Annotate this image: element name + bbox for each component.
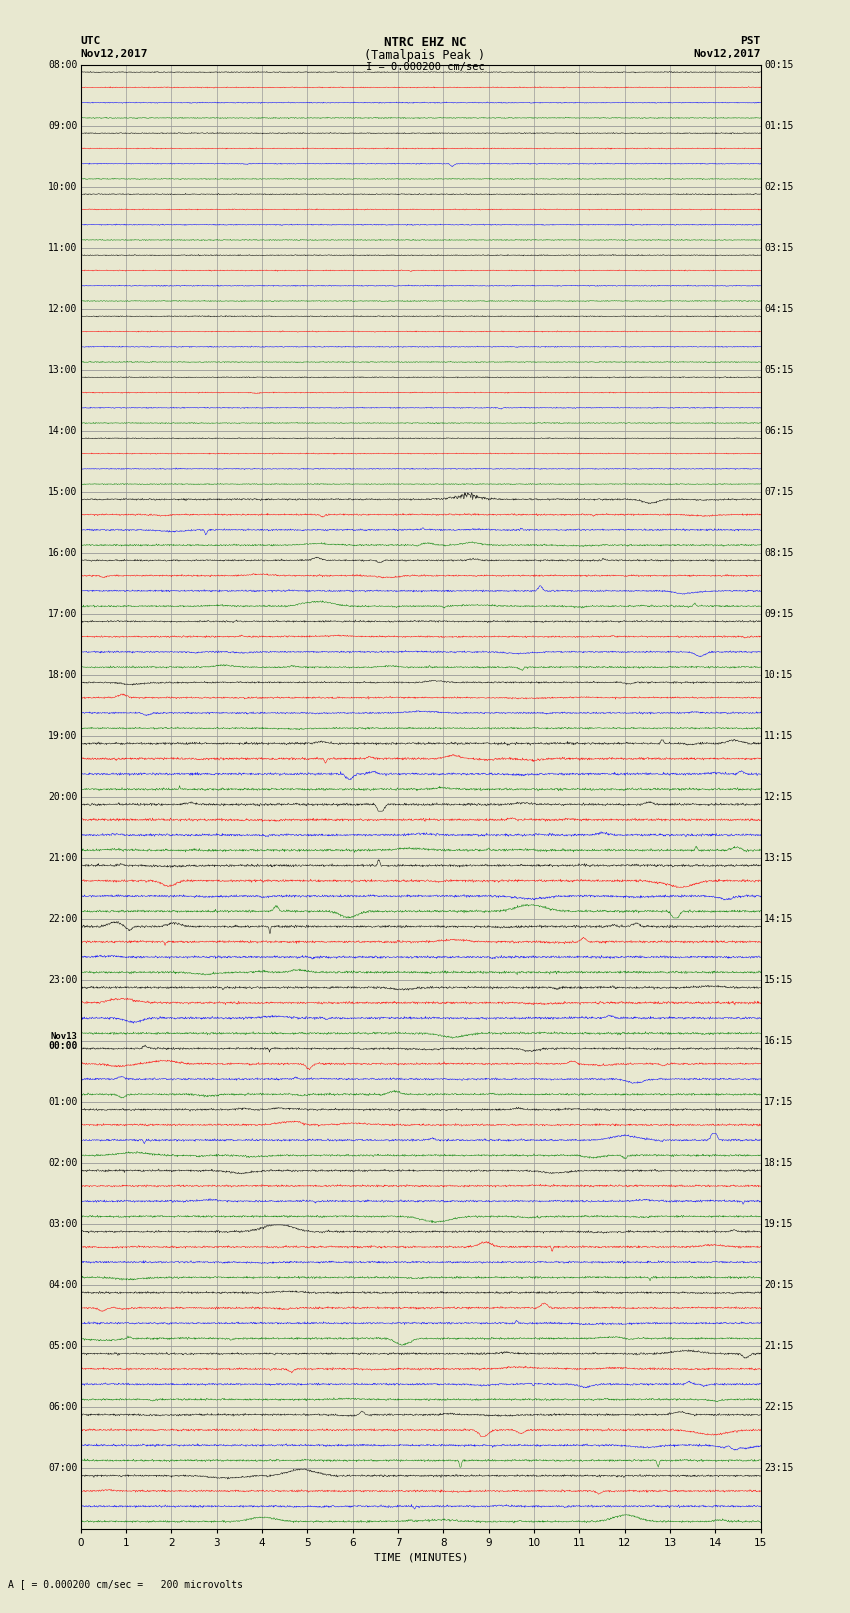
Text: (Tamalpais Peak ): (Tamalpais Peak ) bbox=[365, 50, 485, 63]
Text: 20:15: 20:15 bbox=[764, 1281, 794, 1290]
Text: 05:00: 05:00 bbox=[48, 1340, 77, 1352]
Text: 07:15: 07:15 bbox=[764, 487, 794, 497]
Text: 08:00: 08:00 bbox=[48, 60, 77, 69]
Text: 23:00: 23:00 bbox=[48, 974, 77, 986]
Text: 00:15: 00:15 bbox=[764, 60, 794, 69]
X-axis label: TIME (MINUTES): TIME (MINUTES) bbox=[373, 1552, 468, 1563]
Text: 11:15: 11:15 bbox=[764, 731, 794, 740]
Text: 03:00: 03:00 bbox=[48, 1219, 77, 1229]
Text: 18:15: 18:15 bbox=[764, 1158, 794, 1168]
Text: PST: PST bbox=[740, 37, 761, 47]
Text: 10:00: 10:00 bbox=[48, 182, 77, 192]
Text: 04:00: 04:00 bbox=[48, 1281, 77, 1290]
Text: 04:15: 04:15 bbox=[764, 303, 794, 313]
Text: 15:15: 15:15 bbox=[764, 974, 794, 986]
Text: 14:00: 14:00 bbox=[48, 426, 77, 436]
Text: 14:15: 14:15 bbox=[764, 915, 794, 924]
Text: 17:15: 17:15 bbox=[764, 1097, 794, 1107]
Text: 16:00: 16:00 bbox=[48, 548, 77, 558]
Text: 11:00: 11:00 bbox=[48, 242, 77, 253]
Text: A [ = 0.000200 cm/sec =   200 microvolts: A [ = 0.000200 cm/sec = 200 microvolts bbox=[8, 1579, 243, 1589]
Text: Nov12,2017: Nov12,2017 bbox=[694, 50, 761, 60]
Text: 21:15: 21:15 bbox=[764, 1340, 794, 1352]
Text: Nov13: Nov13 bbox=[50, 1032, 77, 1040]
Text: 22:00: 22:00 bbox=[48, 915, 77, 924]
Text: NTRC EHZ NC: NTRC EHZ NC bbox=[383, 37, 467, 50]
Text: 23:15: 23:15 bbox=[764, 1463, 794, 1473]
Text: 21:00: 21:00 bbox=[48, 853, 77, 863]
Text: 16:15: 16:15 bbox=[764, 1036, 794, 1045]
Text: 19:00: 19:00 bbox=[48, 731, 77, 740]
Text: 13:00: 13:00 bbox=[48, 365, 77, 374]
Text: 06:00: 06:00 bbox=[48, 1402, 77, 1411]
Text: 01:00: 01:00 bbox=[48, 1097, 77, 1107]
Text: 00:00: 00:00 bbox=[48, 1040, 77, 1052]
Text: 07:00: 07:00 bbox=[48, 1463, 77, 1473]
Text: 18:00: 18:00 bbox=[48, 669, 77, 679]
Text: 02:00: 02:00 bbox=[48, 1158, 77, 1168]
Text: Nov12,2017: Nov12,2017 bbox=[81, 50, 148, 60]
Text: 08:15: 08:15 bbox=[764, 548, 794, 558]
Text: 10:15: 10:15 bbox=[764, 669, 794, 679]
Text: 02:15: 02:15 bbox=[764, 182, 794, 192]
Text: 06:15: 06:15 bbox=[764, 426, 794, 436]
Text: 19:15: 19:15 bbox=[764, 1219, 794, 1229]
Text: I = 0.000200 cm/sec: I = 0.000200 cm/sec bbox=[366, 63, 484, 73]
Text: 12:00: 12:00 bbox=[48, 303, 77, 313]
Text: 09:00: 09:00 bbox=[48, 121, 77, 131]
Text: 01:15: 01:15 bbox=[764, 121, 794, 131]
Text: 05:15: 05:15 bbox=[764, 365, 794, 374]
Text: 15:00: 15:00 bbox=[48, 487, 77, 497]
Text: 12:15: 12:15 bbox=[764, 792, 794, 802]
Text: 13:15: 13:15 bbox=[764, 853, 794, 863]
Text: 09:15: 09:15 bbox=[764, 608, 794, 619]
Text: 22:15: 22:15 bbox=[764, 1402, 794, 1411]
Text: UTC: UTC bbox=[81, 37, 101, 47]
Text: 17:00: 17:00 bbox=[48, 608, 77, 619]
Text: 03:15: 03:15 bbox=[764, 242, 794, 253]
Text: 20:00: 20:00 bbox=[48, 792, 77, 802]
